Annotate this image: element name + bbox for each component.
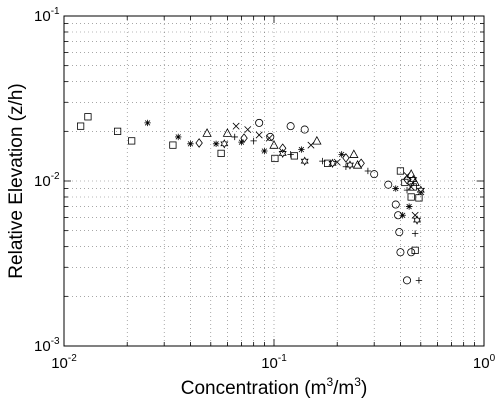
data-point-x (407, 183, 415, 191)
data-point-hexagram (345, 160, 354, 170)
data-point-circle (384, 180, 393, 189)
data-point-circle (266, 132, 275, 141)
data-point-hexagram (328, 158, 337, 168)
data-point-circle (403, 276, 412, 285)
data-point-diamond (278, 143, 287, 154)
data-point-x (232, 122, 240, 130)
data-point-triangle (410, 177, 420, 187)
data-point-square (271, 154, 279, 163)
data-points (77, 113, 425, 285)
data-point-plus (411, 230, 419, 237)
data-point-hexagram (300, 156, 309, 166)
data-point-circle (395, 228, 404, 237)
data-point-plus (231, 133, 238, 141)
data-point-triangle (312, 135, 322, 145)
data-point-square (290, 152, 298, 160)
data-point-triangle (222, 128, 233, 137)
x-tick-label-2: 10-1 (261, 353, 287, 372)
data-point-star (399, 212, 406, 219)
data-point-star (175, 133, 182, 141)
data-point-plus (403, 186, 411, 194)
y-tick-label-3: 10-1 (34, 6, 60, 25)
data-point-square (415, 194, 423, 202)
data-point-diamond (357, 158, 365, 169)
data-point-square (114, 127, 122, 135)
data-point-circle (394, 211, 403, 220)
data-point-x (403, 172, 411, 179)
data-point-plus (287, 151, 294, 158)
data-point-plus (319, 157, 326, 165)
data-point-plus (250, 137, 257, 145)
data-point-square (169, 141, 177, 149)
data-point-square (411, 246, 419, 254)
data-point-triangle (202, 128, 212, 137)
data-point-plus (364, 167, 372, 175)
data-point-square (77, 122, 85, 130)
data-point-circle (391, 200, 400, 209)
data-point-diamond (342, 153, 350, 163)
data-point-square (407, 193, 415, 201)
data-point-hexagram (278, 148, 287, 159)
data-point-square (396, 167, 405, 175)
data-point-star (338, 151, 345, 158)
data-point-x (307, 141, 315, 149)
data-point-plus (415, 277, 423, 284)
grid (64, 16, 484, 346)
data-point-triangle (352, 159, 363, 169)
x-tick-label-1: 10-2 (51, 353, 77, 372)
data-point-star (261, 147, 268, 155)
data-point-hexagram (409, 174, 418, 185)
y-tick-label-1: 10-3 (34, 336, 60, 355)
data-point-square (128, 137, 136, 145)
x-axis-label: Concentration (m3/m3) (181, 375, 368, 399)
data-point-x (244, 126, 252, 134)
data-point-star (392, 185, 399, 192)
data-point-circle (407, 248, 416, 257)
data-point-x (265, 134, 273, 142)
data-point-circle (255, 118, 264, 127)
tick-marks (64, 16, 484, 346)
data-point-star (238, 138, 245, 146)
data-point-star (405, 203, 413, 210)
data-point-triangle (269, 140, 279, 149)
data-point-square (84, 113, 92, 121)
data-point-star (298, 146, 305, 153)
data-point-circle (286, 122, 295, 131)
data-point-diamond (195, 138, 203, 148)
data-point-circle (300, 125, 309, 134)
y-tick-label-2: 10-2 (34, 171, 60, 190)
data-point-square (401, 178, 409, 187)
data-point-circle (370, 170, 379, 179)
data-point-star (187, 140, 194, 148)
data-point-x (255, 131, 263, 139)
data-point-circle (396, 248, 405, 257)
data-point-hexagram (220, 139, 229, 149)
data-point-square (217, 149, 225, 157)
data-point-hexagram (413, 215, 422, 225)
data-point-triangle (349, 149, 359, 158)
data-point-star (212, 140, 220, 148)
x-tick-label-3: 100 (473, 353, 496, 372)
data-point-hexagram (416, 185, 425, 195)
data-point-diamond (240, 133, 248, 143)
y-axis-label: Relative Elevation (z/h) (6, 83, 27, 278)
data-point-star (144, 119, 151, 127)
